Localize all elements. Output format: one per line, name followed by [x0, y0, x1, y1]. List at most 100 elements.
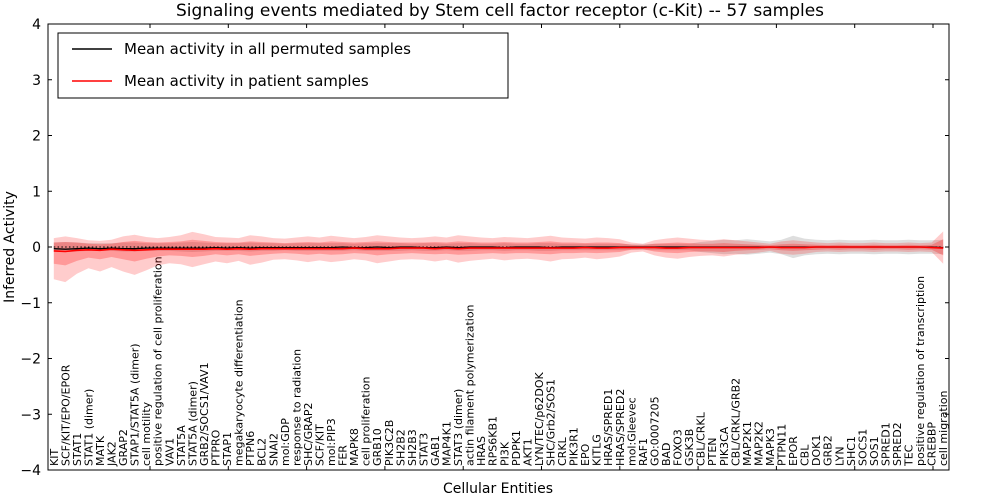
x-category-label: GRB2	[822, 435, 835, 466]
x-category-label: KITLG	[591, 434, 604, 466]
chart-title: Signaling events mediated by Stem cell f…	[176, 1, 824, 21]
x-category-label: CREBBP	[926, 422, 939, 466]
x-category-label: SPRED1	[879, 422, 892, 466]
spread-bands	[53, 231, 944, 283]
x-category-label: LYN	[833, 446, 846, 466]
x-category-label: SH2B2	[394, 429, 407, 466]
x-category-label: MAP4K1	[441, 421, 454, 466]
x-category-label: VAV1	[163, 438, 176, 466]
x-category-label: KIT	[48, 449, 61, 466]
band-patient-samples-spread-outer	[53, 231, 944, 283]
x-category-label: MATK	[94, 435, 107, 466]
x-category-label: SHC/Grb2/SOS1	[544, 379, 557, 466]
x-category-label: BAD	[660, 442, 673, 466]
y-tick-label: 4	[32, 17, 41, 33]
x-category-label: PTPRO	[209, 429, 222, 466]
legend: Mean activity in all permuted samples Me…	[57, 32, 509, 99]
x-category-label: STAT1 (dimer)	[82, 389, 95, 466]
x-category-label: STAT3	[417, 433, 430, 466]
y-tick-label: 2	[32, 129, 41, 145]
x-category-label: SH2B3	[406, 429, 419, 466]
x-category-label: EPO	[579, 443, 592, 466]
x-category-label: FER	[337, 445, 350, 466]
x-category-label: SPRED2	[891, 422, 904, 466]
x-category-label: HRAS/SPRED1	[602, 389, 615, 466]
x-category-label: STAT3 (dimer)	[452, 389, 465, 466]
x-category-label: SCF/KIT/EPO/EPOR	[59, 364, 72, 466]
x-category-label: SNAI2	[267, 433, 280, 466]
y-tick-label: 3	[32, 73, 41, 89]
x-category-label: LYN/TEC/p62DOK	[533, 372, 546, 466]
x-category-label: mol:Gleevec	[625, 397, 638, 466]
x-category-label: CBL/CRKL/GRB2	[729, 378, 742, 466]
series-line-1	[53, 246, 944, 253]
y-tick-label: 1	[32, 184, 41, 200]
x-category-label: PIK3R1	[568, 427, 581, 466]
y-axis-label: Inferred Activity	[2, 191, 18, 303]
x-category-label: JAK2	[106, 441, 119, 467]
x-category-label: STAP1	[221, 432, 234, 466]
x-category-label: actin filament polymerization	[464, 304, 477, 466]
x-category-label: AKT1	[521, 438, 534, 466]
x-category-label: CBL/CRKL	[695, 411, 708, 466]
x-category-label: BCL2	[256, 438, 269, 466]
x-category-label: RPS6KB1	[487, 416, 500, 466]
x-category-label: STAT5A	[175, 425, 188, 466]
x-category-label: HRAS/SPRED2	[614, 389, 627, 466]
x-category-label: MAP2K2	[752, 421, 765, 466]
y-tick-label: −4	[20, 463, 41, 479]
legend-box	[57, 32, 509, 99]
x-category-label: FOXO3	[672, 429, 685, 466]
x-category-label: cell proliferation	[360, 376, 373, 466]
x-category-label: CRKL	[556, 436, 569, 466]
x-category-label: STAT1	[71, 433, 84, 466]
x-category-label: PI3K	[498, 441, 511, 466]
x-category-label: megakaryocyte differentiation	[233, 299, 246, 466]
y-tick-label: 0	[32, 240, 41, 256]
legend-label-patient: Mean activity in patient samples	[124, 72, 369, 90]
x-category-label: CBL	[799, 444, 812, 466]
band-patient-samples-spread-inner	[53, 239, 944, 266]
x-category-label: GRAP2	[117, 429, 130, 466]
axes: 4 3 2 1 0 −1 −2 −3 −4	[20, 17, 950, 479]
y-tick-label: −2	[20, 352, 41, 368]
x-category-label: PIK3CA	[718, 426, 731, 466]
x-category-label: GSK3B	[683, 429, 696, 466]
y-tick-label: −1	[20, 296, 41, 312]
x-category-label: PDPK1	[510, 430, 523, 466]
x-category-label: positive regulation of cell proliferatio…	[152, 256, 165, 466]
x-category-label: PTEN	[706, 437, 719, 466]
x-category-label: DOK1	[810, 435, 823, 466]
x-category-label: STAT5A (dimer)	[186, 381, 199, 466]
x-category-label: PIK3C2B	[383, 420, 396, 466]
x-category-label: HRAS	[475, 436, 488, 466]
x-category-label: SHC1	[845, 436, 858, 466]
series-lines	[53, 246, 944, 253]
x-category-label: GO:0007205	[648, 396, 661, 466]
x-category-label: PTPN11	[776, 424, 789, 466]
x-category-label: response to radiation	[290, 349, 303, 466]
x-category-label: cell migration	[937, 390, 950, 466]
x-category-label: GRB2/SOCS1/VAV1	[198, 362, 211, 466]
x-category-label: MAP2K1	[741, 421, 754, 466]
x-category-label: SOS1	[868, 436, 881, 466]
x-category-label: PTPN6	[244, 431, 257, 466]
x-category-label: SHC/GRAP2	[302, 402, 315, 466]
x-category-label: mol:PIP3	[325, 418, 338, 466]
x-category-label: STAP1/STAT5A (dimer)	[129, 343, 142, 466]
x-category-label: GRB10	[371, 428, 384, 466]
x-category-label: MAPK3	[764, 428, 777, 466]
x-category-label: RAF1	[637, 438, 650, 466]
x-category-label: mol:GDP	[279, 418, 292, 466]
x-axis-label: Cellular Entities	[443, 481, 553, 497]
x-category-label: TEC	[903, 444, 916, 467]
x-category-label: GAB1	[429, 435, 442, 466]
y-tick-label: −3	[20, 407, 41, 423]
legend-label-permuted: Mean activity in all permuted samples	[124, 40, 411, 58]
x-category-label: cell motility	[140, 401, 153, 466]
x-category-label: positive regulation of transcription	[914, 276, 927, 466]
x-category-label: SOCS1	[856, 429, 869, 466]
